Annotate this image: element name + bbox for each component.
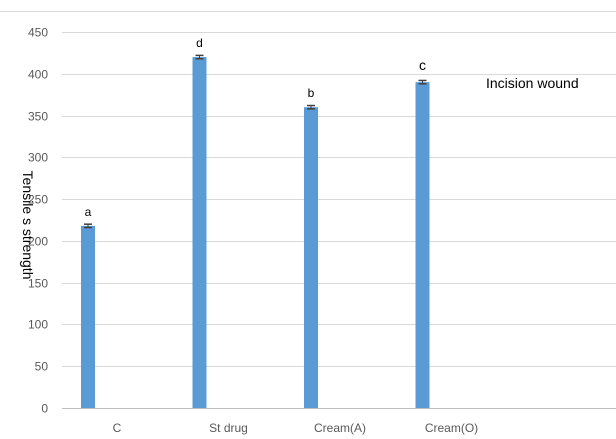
- y-tick-label: 150: [28, 277, 48, 291]
- significance-label: c: [419, 57, 426, 73]
- x-tick-label: Cream(A): [314, 421, 366, 435]
- chart-annotation: Incision wound: [486, 75, 579, 91]
- y-tick-label: 450: [28, 26, 48, 40]
- y-tick-label: 400: [28, 68, 48, 82]
- bar: [192, 57, 207, 409]
- x-tick-label: St drug: [209, 421, 248, 435]
- y-tick-label: 0: [41, 402, 48, 416]
- bars: [81, 54, 430, 409]
- bar: [304, 107, 318, 408]
- y-tick-label: 200: [28, 235, 48, 249]
- significance-label: a: [85, 205, 92, 219]
- y-tick-label: 350: [28, 110, 48, 124]
- significance-label: b: [308, 86, 315, 100]
- y-tick-label: 100: [28, 318, 48, 332]
- x-tick-label: C: [113, 421, 122, 435]
- x-tick-label: Cream(O): [425, 421, 478, 435]
- bar: [415, 82, 430, 408]
- y-tick-label: 250: [28, 193, 48, 207]
- y-tick-label: 300: [28, 151, 48, 165]
- significance-label: d: [196, 36, 203, 50]
- y-axis-label: Tensile s strength: [20, 171, 36, 280]
- gridlines: [0, 11, 616, 367]
- bar: [81, 225, 95, 408]
- labels: 0 50 100 150 200 250 300 350 400 450 a Cd St drug b Cr…: [28, 26, 478, 436]
- y-tick-label: 50: [35, 360, 49, 374]
